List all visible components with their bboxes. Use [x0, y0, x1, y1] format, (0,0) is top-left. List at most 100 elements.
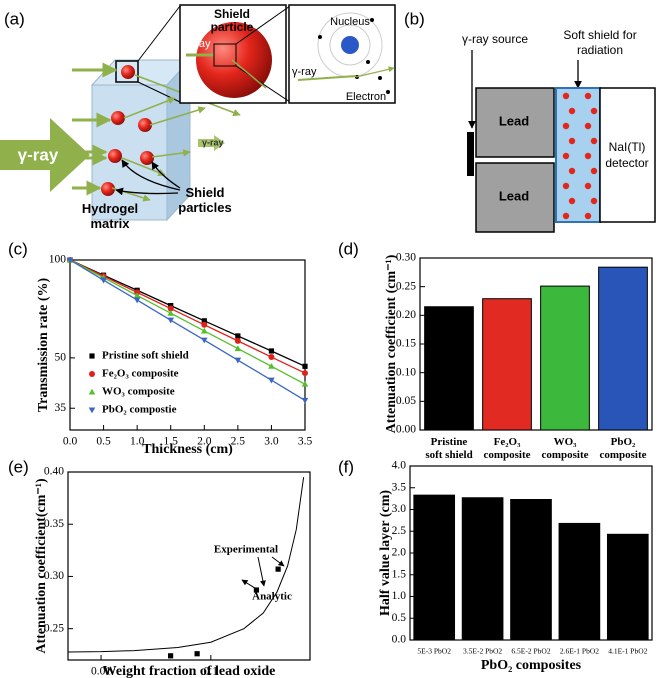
zoom-line: [235, 5, 291, 45]
marker: [234, 337, 241, 344]
zoom-line: [137, 5, 181, 62]
x-axis-label: PbO₂ composites: [481, 658, 582, 673]
marker: [201, 318, 207, 324]
marker: [234, 357, 242, 364]
rays: [72, 62, 118, 196]
x-tick-label: 1.0: [130, 436, 145, 448]
zoom-box: [213, 43, 237, 67]
dot: [568, 197, 576, 205]
marker: [253, 587, 260, 593]
marker: [66, 257, 74, 264]
atom-panel: [288, 4, 396, 104]
x-tick-label: 1.5: [164, 436, 179, 448]
x-tick-label: 0.01: [91, 666, 111, 678]
shield-label: Soft shield for radiation: [563, 28, 636, 57]
legend-marker: [89, 353, 95, 359]
source: [467, 132, 474, 176]
dot: [562, 182, 570, 190]
annotation-arrow: [271, 556, 285, 567]
dot: [562, 122, 570, 130]
x-tick-label: 4.1E-1 PbO2: [608, 647, 647, 656]
marker: [301, 397, 309, 404]
zoom-gamma: γ-ray: [186, 38, 211, 50]
x-tick-label-line: Pristine: [431, 436, 468, 448]
dot: [562, 92, 570, 100]
y-tick-label: 35: [55, 402, 67, 414]
y-tick-label: 2.5: [392, 525, 407, 537]
y-axis-label: Attenuation coefficient (cm⁻¹): [384, 254, 399, 433]
dot: [590, 107, 598, 115]
atom-gamma: γ-ray: [292, 66, 317, 78]
y-axis-label: Half value layer (cm): [378, 490, 393, 616]
callouts: [115, 159, 181, 196]
marker: [268, 377, 275, 384]
y-tick-label: 2.0: [392, 547, 407, 559]
y-tick-label: 0.20: [396, 309, 416, 321]
y-tick-label: 0.25: [44, 622, 64, 634]
lead-block: [475, 87, 555, 158]
annotation: Analytic: [252, 591, 292, 603]
marker: [275, 566, 281, 572]
particles-label-line: Shield: [185, 185, 224, 200]
source-label: γ-ray source: [462, 32, 528, 46]
shield-label-line: radiation: [577, 43, 623, 57]
atom-ray: [355, 66, 395, 78]
marker: [133, 297, 141, 304]
lead-label: Lead: [499, 188, 529, 203]
detector-label: NaI(Tl) detector: [605, 140, 648, 170]
detector-label-line: detector: [605, 156, 648, 170]
atom-ray: [297, 75, 357, 81]
x-tick-label-line: WO₃: [554, 436, 578, 448]
y-tick-label: 0.40: [44, 466, 64, 478]
marker: [167, 317, 175, 324]
x-tick-label-line: PbO₂: [611, 436, 636, 448]
x-tick-label: 2.0: [197, 436, 212, 448]
orbit: [329, 24, 371, 66]
x-tick-label: 3.5E-2 PbO2: [463, 647, 502, 656]
matrix-label: Hydrogel matrix: [82, 201, 138, 231]
detector-label-line: NaI(Tl): [609, 140, 646, 154]
nucleus: [341, 36, 359, 54]
y-tick-label: 0.5: [392, 612, 407, 624]
legend-label: Pristine soft shield: [102, 350, 189, 362]
marker: [168, 653, 174, 659]
x-tick-label: 3.0: [264, 436, 279, 448]
annotation-arrow: [257, 556, 266, 587]
dot: [562, 212, 570, 220]
dot: [584, 212, 592, 220]
series-line: [69, 259, 306, 367]
series-line: [69, 259, 306, 385]
y-tick-label: 100: [49, 254, 67, 266]
electron-label: Electron: [346, 91, 386, 103]
lead-label: Lead: [499, 113, 529, 128]
legend-marker: [88, 388, 96, 395]
x-tick-label-line: composite: [541, 449, 588, 461]
x-tick-label: 0.1: [204, 666, 219, 678]
gamma-label: γ-ray: [18, 145, 59, 164]
series-line: [67, 477, 305, 653]
y-tick-label: 1.5: [392, 568, 407, 580]
legend-label: Fe₂O₃ composite: [102, 368, 179, 380]
marker: [100, 277, 107, 284]
lead-block: [475, 162, 555, 233]
bar: [482, 298, 532, 431]
legend-marker: [89, 371, 95, 377]
dot: [590, 167, 598, 175]
y-tick-label: 1.0: [392, 590, 407, 602]
marker: [194, 651, 200, 657]
gamma-out: γ-ray: [202, 137, 224, 147]
marker: [302, 370, 308, 377]
panel-b: (b) γ-ray source Soft shield for radiatio…: [404, 9, 656, 233]
zoom-title-line: particle: [211, 20, 254, 34]
big-particle: [196, 22, 272, 98]
marker: [133, 292, 141, 298]
detector: [599, 87, 656, 223]
legend-label: WO₃ composite: [102, 386, 175, 398]
series-line: [69, 259, 306, 401]
legend-marker: [88, 407, 96, 414]
marker: [167, 309, 175, 316]
y-tick-label: 0.10: [396, 366, 416, 378]
bar: [598, 266, 648, 431]
bar: [540, 285, 590, 431]
marker: [234, 345, 242, 352]
